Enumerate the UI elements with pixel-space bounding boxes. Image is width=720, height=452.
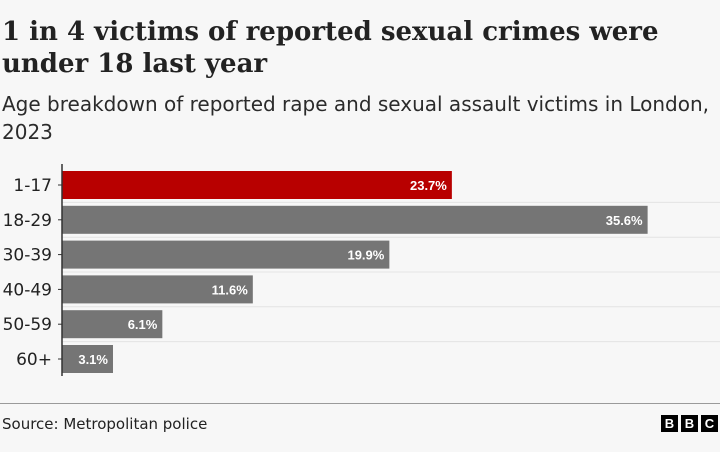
bar-40-49 (62, 275, 253, 304)
category-label: 40-49 (3, 280, 52, 300)
data-label: 3.1% (78, 352, 108, 367)
data-label: 11.6% (212, 282, 249, 297)
category-label: 30-39 (3, 246, 52, 266)
bbc-logo-letter-3: C (701, 415, 718, 432)
bar-50-59 (62, 310, 163, 339)
bar-chart: 1-17 23.7% 18-29 35.6% 30-39 19.9% 40-49 11.6% 5… (3, 164, 720, 376)
category-label: 50-59 (3, 315, 52, 335)
category-label: 1-17 (13, 176, 52, 196)
category-label: 18-29 (3, 211, 52, 231)
chart-subtitle: Age breakdown of reported rape and sexua… (2, 92, 710, 144)
bbc-logo: B B C (661, 415, 718, 432)
bbc-logo-letter-2: B (681, 415, 698, 432)
footer-divider (0, 403, 720, 404)
bar-18-29 (62, 205, 648, 234)
data-label: 23.7% (410, 178, 447, 193)
data-label: 19.9% (347, 248, 384, 263)
bar-1-17 (62, 171, 452, 199)
bbc-logo-letter-1: B (661, 415, 678, 432)
data-label: 35.6% (606, 213, 643, 228)
category-label: 60+ (16, 350, 52, 370)
source-note: Source: Metropolitan police (2, 415, 208, 433)
chart-title: 1 in 4 victims of reported sexual crimes… (2, 17, 659, 79)
bar-30-39 (62, 240, 390, 269)
bar-60+ (62, 345, 113, 373)
data-label: 6.1% (128, 317, 158, 332)
